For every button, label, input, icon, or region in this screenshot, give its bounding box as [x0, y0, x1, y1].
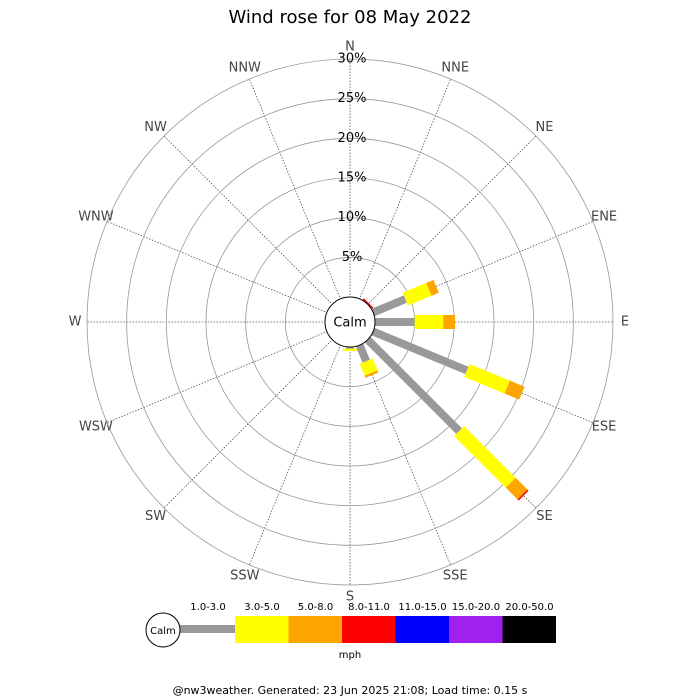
spoke — [248, 78, 351, 323]
footer: @nw3weather. Generated: 23 Jun 2025 21:0… — [173, 684, 528, 697]
legend-swatch — [288, 616, 342, 643]
ring — [126, 98, 574, 546]
direction-label: NE — [535, 120, 553, 135]
r-tick-label: 10% — [338, 210, 367, 225]
calm-label: Calm — [333, 316, 366, 331]
wind-segment — [402, 282, 432, 306]
direction-label: WSW — [79, 420, 113, 435]
direction-label: NNE — [441, 60, 469, 75]
spoke — [248, 321, 351, 566]
direction-label: ENE — [591, 209, 617, 224]
spoke — [106, 321, 351, 424]
legend-label: 3.0-5.0 — [244, 602, 279, 613]
ring — [165, 137, 535, 507]
wind-segment — [517, 489, 529, 501]
ring — [86, 58, 614, 586]
spoke — [349, 321, 594, 424]
direction-label: ESE — [592, 420, 617, 435]
spoke — [349, 321, 452, 566]
r-tick-label: 5% — [342, 250, 363, 265]
legend-swatch — [180, 625, 235, 633]
direction-label: WNW — [78, 209, 114, 224]
chart-title: Wind rose for 08 May 2022 — [229, 7, 472, 28]
wind-segment — [364, 336, 462, 434]
legend-label: 20.0-50.0 — [505, 602, 553, 613]
r-tick-label: 20% — [338, 131, 367, 146]
direction-label: SE — [536, 509, 552, 524]
legend-calm-circle — [145, 612, 181, 648]
spoke — [349, 135, 537, 323]
legend-swatch — [502, 616, 556, 643]
legend-label: 11.0-15.0 — [398, 602, 446, 613]
legend-label: 8.0-11.0 — [348, 602, 390, 613]
direction-label: W — [69, 315, 82, 330]
wind-segment — [355, 343, 370, 363]
legend-swatch — [395, 616, 449, 643]
r-tick-label: 15% — [338, 171, 367, 186]
r-tick-label: 25% — [338, 91, 367, 106]
wind-segment — [426, 279, 439, 296]
wind-segment — [454, 426, 516, 488]
spoke — [349, 220, 594, 323]
direction-label: SW — [145, 509, 166, 524]
direction-label: N — [345, 40, 355, 55]
wind-segment — [505, 477, 528, 500]
wind-segment — [371, 295, 407, 317]
calm-circle — [324, 296, 376, 348]
spoke — [349, 78, 452, 323]
r-tick-label: 30% — [338, 52, 367, 67]
legend-label: 15.0-20.0 — [452, 602, 500, 613]
wind-segment — [359, 358, 378, 376]
spoke — [163, 321, 351, 509]
spoke — [163, 135, 351, 323]
wind-segment — [364, 370, 379, 378]
direction-label: NNW — [229, 60, 261, 75]
legend-label: 5.0-8.0 — [298, 602, 333, 613]
direction-label: NW — [144, 120, 167, 135]
unit-label: mph — [339, 650, 361, 661]
direction-label: SSE — [443, 569, 468, 584]
wind-segment — [464, 363, 510, 394]
wind-segment — [504, 380, 525, 400]
wind-segment — [371, 327, 469, 375]
legend-swatch — [449, 616, 503, 643]
direction-label: SSW — [230, 569, 260, 584]
direction-label: S — [346, 590, 354, 605]
legend-calm-label: Calm — [150, 626, 176, 637]
legend-label: 1.0-3.0 — [190, 602, 225, 613]
direction-label: E — [621, 315, 629, 330]
ring — [205, 177, 495, 467]
spoke — [106, 220, 351, 323]
legend-swatch — [342, 616, 396, 643]
legend-swatch — [235, 616, 289, 643]
